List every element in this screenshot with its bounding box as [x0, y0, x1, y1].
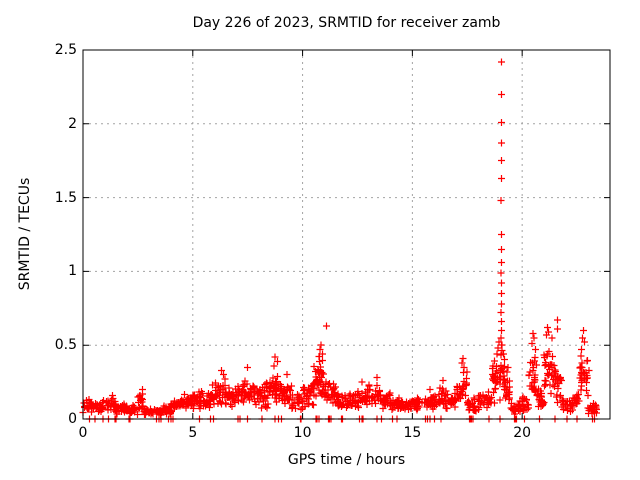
- x-tick-label: 10: [293, 425, 312, 441]
- y-tick-label: 1: [68, 263, 77, 280]
- y-tick-label: 2: [68, 115, 77, 132]
- y-tick-label: 0.5: [54, 337, 77, 354]
- x-axis-label: GPS time / hours: [287, 452, 406, 468]
- x-tick-label: 15: [403, 425, 422, 441]
- chart-title: Day 226 of 2023, SRMTID for receiver zam…: [192, 15, 501, 31]
- x-tick-label: 0: [78, 425, 88, 441]
- scatter-series: [79, 58, 600, 423]
- x-tick-label: 5: [188, 425, 198, 441]
- x-tick-label: 20: [513, 425, 532, 441]
- y-tick-label: 1.5: [54, 189, 77, 206]
- y-tick-label: 2.5: [54, 42, 77, 58]
- y-tick-label: 0: [68, 411, 77, 427]
- plot-border: [82, 49, 611, 420]
- axis-ticks: [82, 49, 610, 420]
